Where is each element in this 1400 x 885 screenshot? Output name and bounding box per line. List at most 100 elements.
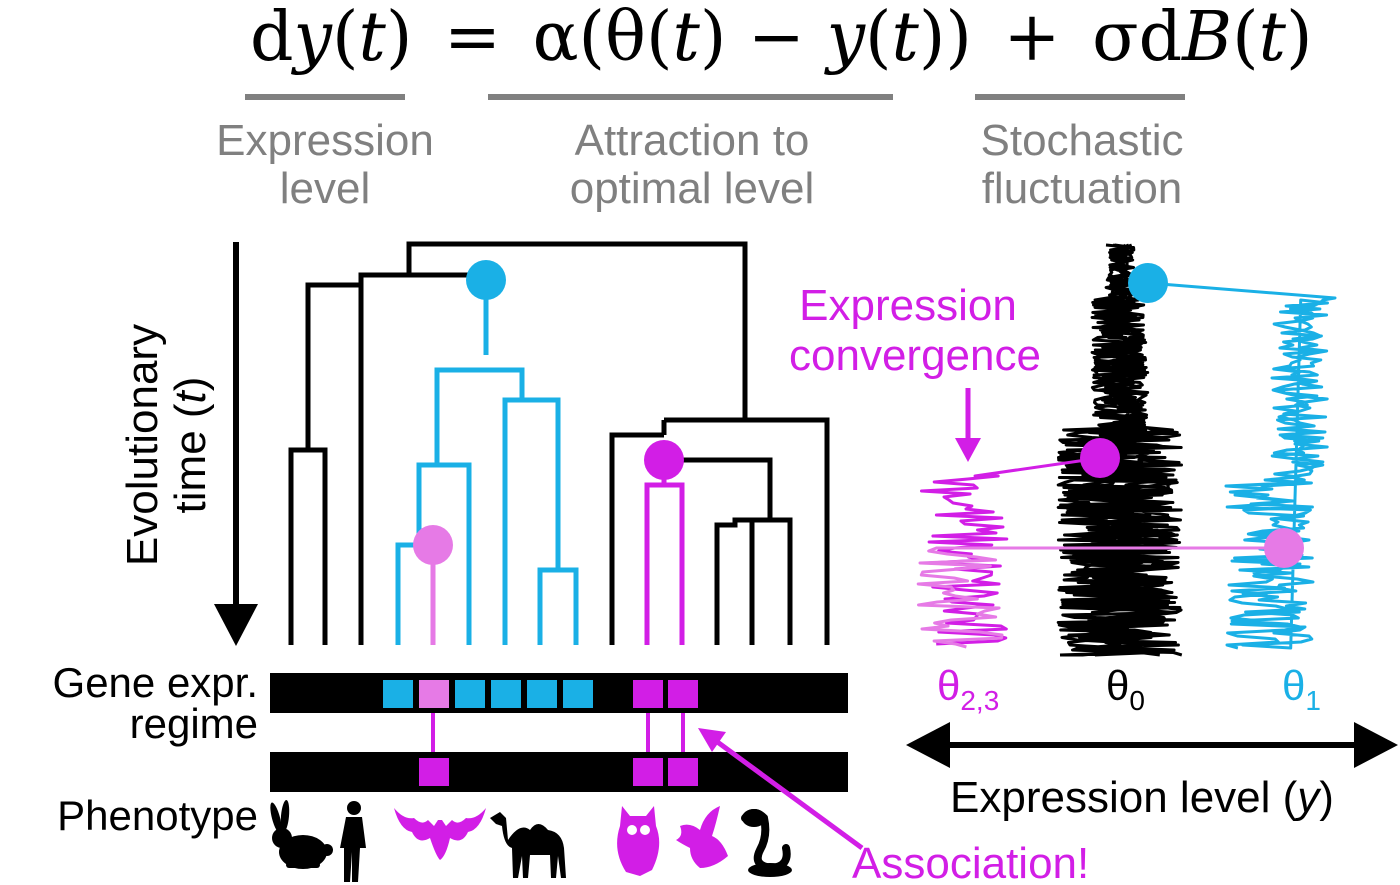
- branch-outgroup: [305, 282, 361, 450]
- branch-left-crown: [358, 272, 486, 645]
- term-labels: Expression level Attraction to optimal l…: [216, 116, 1183, 213]
- branch-tips-right: [714, 517, 793, 645]
- regime-cell: [383, 680, 413, 708]
- gene-regime-cells: [383, 680, 698, 708]
- eq-close2: )): [919, 0, 972, 77]
- association-arrowhead: [698, 728, 726, 752]
- convergence-arrowhead: [955, 438, 981, 462]
- regime-cell: [491, 680, 521, 708]
- gene-expr-label-line1: Gene expr.: [53, 659, 258, 706]
- eq-b-open: (: [1232, 0, 1259, 77]
- eq-t2: t: [892, 0, 920, 77]
- eq-alpha: α(θ(: [533, 0, 673, 77]
- trajectory-panel: [916, 243, 1337, 657]
- eq-plus: +: [1004, 0, 1061, 77]
- shift-node-pink: [413, 525, 453, 565]
- time-label-line1: Evolutionary: [118, 324, 167, 566]
- eq-t1: t: [673, 0, 701, 77]
- regime-cell: [633, 680, 663, 708]
- branch-cyan-tips: [537, 567, 579, 645]
- eq-lhs-close: ): [386, 0, 413, 77]
- time-label-line2: time (t): [166, 377, 215, 514]
- term-expression-line1: Expression: [216, 116, 434, 165]
- eq-minus: ) −: [700, 0, 805, 77]
- optima-labels: θ2,3 θ0 θ1: [937, 662, 1321, 716]
- term-stochastic-line2: fluctuation: [982, 164, 1183, 213]
- branch-root: [406, 241, 748, 420]
- eq-equals: =: [444, 0, 501, 77]
- association-annotation: Association!: [698, 728, 1089, 885]
- regime-cell: [668, 680, 698, 708]
- equation-text: dy(t) = α(θ(t) − y(t)) + σdB(t): [250, 0, 1312, 77]
- eq-lhs-d: d: [250, 0, 294, 77]
- trajectory-node-pink: [1264, 528, 1304, 568]
- eq-open2: (: [865, 0, 892, 77]
- branch-right-crown: [664, 417, 830, 645]
- expression-axis-label: Expression level (y): [950, 773, 1334, 822]
- theta23-label: θ2,3: [937, 662, 999, 716]
- convergence-label-line1: Expression: [799, 281, 1017, 330]
- tree-cyan-branches: [395, 280, 579, 645]
- theta1-label: θ1: [1282, 662, 1321, 716]
- term-stochastic-line1: Stochastic: [981, 116, 1184, 165]
- regime-cell: [527, 680, 557, 708]
- trajectory-node-magenta: [1080, 438, 1120, 478]
- association-label: Association!: [852, 839, 1089, 885]
- expression-axis: Expression level (y): [906, 722, 1398, 822]
- association-arrow-line: [710, 735, 864, 851]
- camel-icon: [490, 812, 566, 878]
- phenotype-bar: [270, 752, 848, 792]
- expression-axis-arrow-right: [1354, 722, 1398, 768]
- term-attraction-line2: optimal level: [570, 164, 815, 213]
- term-attraction-line1: Attraction to: [575, 116, 810, 165]
- row-labels: Gene expr. regime Phenotype: [53, 659, 258, 839]
- trajectory-theta0: [1056, 243, 1183, 657]
- equation: dy(t) = α(θ(t) − y(t)) + σdB(t): [250, 0, 1312, 77]
- eq-lhs-t: t: [358, 0, 386, 77]
- trajectory-theta23-pink: [916, 546, 1284, 649]
- snake-icon: [741, 809, 792, 877]
- theta0-label: θ0: [1106, 662, 1145, 716]
- rabbit-icon: [270, 800, 333, 869]
- branch-magenta-owl: [644, 460, 667, 645]
- regime-cell: [419, 680, 449, 708]
- phenotype-cell: [633, 758, 663, 786]
- eq-B: B: [1180, 0, 1232, 77]
- regime-bars: [270, 673, 848, 792]
- branch-owl-root: [609, 432, 664, 645]
- trajectory-node-cyan: [1128, 263, 1168, 303]
- term-expression-line2: level: [280, 164, 371, 213]
- convergence-label-line2: convergence: [789, 331, 1041, 380]
- regime-cell: [455, 680, 485, 708]
- time-axis-arrowhead: [214, 604, 258, 646]
- branch-rabbit-human: [288, 447, 328, 645]
- branch-bird-snake: [664, 457, 773, 520]
- phenotype-cell: [419, 758, 449, 786]
- time-axis-label: Evolutionary time (t): [118, 324, 215, 566]
- time-axis: Evolutionary time (t): [118, 242, 258, 646]
- branch-magenta-bird: [664, 482, 685, 645]
- phenotype-cells: [419, 758, 698, 786]
- eq-sigma-d: σd: [1092, 0, 1182, 77]
- bird-icon: [676, 806, 728, 868]
- phenotype-cell: [668, 758, 698, 786]
- gene-regime-bar: [270, 673, 848, 713]
- eq-lhs-open: (: [332, 0, 359, 77]
- eq-b-close: ): [1286, 0, 1313, 77]
- tree-black-branches: [288, 241, 830, 645]
- convergence-annotation: Expression convergence: [789, 281, 1041, 462]
- expression-axis-arrow-left: [906, 722, 950, 768]
- eq-lhs-y: y: [291, 0, 334, 77]
- branch-cyan-split: [434, 367, 525, 465]
- eq-y: y: [824, 0, 867, 77]
- branch-cyan-camel-group: [502, 397, 561, 645]
- trajectory-theta1: [1147, 281, 1337, 650]
- gene-expr-label-line2: regime: [130, 700, 258, 747]
- shift-node-cyan: [466, 260, 506, 300]
- shift-node-magenta: [644, 440, 684, 480]
- bat-icon: [394, 808, 486, 860]
- association-links: [431, 713, 685, 752]
- owl-icon: [617, 806, 660, 876]
- human-icon: [340, 801, 366, 882]
